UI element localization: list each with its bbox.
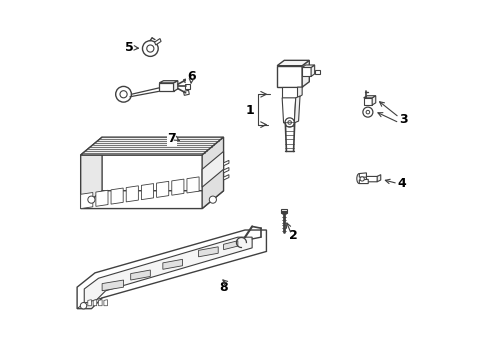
Polygon shape bbox=[364, 96, 376, 98]
Polygon shape bbox=[277, 60, 309, 66]
Circle shape bbox=[143, 41, 158, 57]
Polygon shape bbox=[155, 39, 161, 45]
Circle shape bbox=[366, 111, 369, 114]
Circle shape bbox=[88, 196, 95, 203]
Polygon shape bbox=[372, 96, 376, 105]
Polygon shape bbox=[131, 270, 150, 280]
Polygon shape bbox=[302, 67, 311, 76]
Polygon shape bbox=[198, 247, 218, 257]
Text: 7: 7 bbox=[168, 132, 176, 145]
Polygon shape bbox=[187, 177, 199, 193]
Polygon shape bbox=[282, 98, 296, 123]
Polygon shape bbox=[98, 300, 102, 306]
Polygon shape bbox=[77, 298, 102, 309]
Polygon shape bbox=[77, 230, 267, 309]
Polygon shape bbox=[157, 181, 169, 197]
Polygon shape bbox=[311, 65, 315, 76]
Text: 2: 2 bbox=[289, 229, 297, 242]
Bar bbox=[281, 209, 287, 213]
Polygon shape bbox=[104, 300, 107, 306]
Polygon shape bbox=[159, 83, 173, 91]
Polygon shape bbox=[159, 81, 178, 83]
Polygon shape bbox=[364, 98, 372, 105]
Polygon shape bbox=[277, 66, 302, 87]
Text: 3: 3 bbox=[400, 113, 408, 126]
Polygon shape bbox=[84, 237, 252, 303]
Polygon shape bbox=[81, 137, 102, 208]
Circle shape bbox=[363, 107, 373, 117]
Polygon shape bbox=[184, 90, 189, 95]
Polygon shape bbox=[359, 179, 368, 184]
Circle shape bbox=[116, 86, 131, 102]
Polygon shape bbox=[96, 190, 108, 206]
Polygon shape bbox=[111, 188, 123, 204]
Polygon shape bbox=[172, 179, 184, 195]
Polygon shape bbox=[223, 160, 229, 166]
Polygon shape bbox=[202, 152, 223, 187]
Polygon shape bbox=[81, 137, 223, 155]
Polygon shape bbox=[93, 300, 97, 306]
Text: 4: 4 bbox=[398, 177, 407, 190]
Polygon shape bbox=[184, 78, 189, 82]
Circle shape bbox=[209, 196, 217, 203]
Polygon shape bbox=[81, 193, 93, 208]
Polygon shape bbox=[102, 280, 123, 291]
Polygon shape bbox=[377, 175, 381, 182]
Polygon shape bbox=[202, 137, 223, 208]
Polygon shape bbox=[302, 60, 309, 87]
Circle shape bbox=[288, 121, 292, 124]
Circle shape bbox=[120, 91, 127, 98]
Polygon shape bbox=[88, 300, 92, 306]
Polygon shape bbox=[359, 173, 367, 177]
Polygon shape bbox=[142, 184, 153, 200]
Polygon shape bbox=[297, 87, 302, 98]
Circle shape bbox=[147, 45, 154, 52]
Polygon shape bbox=[173, 81, 178, 91]
Polygon shape bbox=[367, 176, 378, 182]
Circle shape bbox=[360, 177, 364, 181]
Text: 1: 1 bbox=[246, 104, 255, 117]
Polygon shape bbox=[223, 175, 229, 180]
Polygon shape bbox=[223, 167, 229, 173]
Polygon shape bbox=[185, 84, 190, 89]
Text: 8: 8 bbox=[219, 281, 228, 294]
Polygon shape bbox=[294, 96, 300, 123]
Polygon shape bbox=[282, 87, 297, 98]
Circle shape bbox=[80, 302, 87, 309]
Text: 5: 5 bbox=[124, 41, 133, 54]
Polygon shape bbox=[315, 70, 320, 74]
Text: 6: 6 bbox=[187, 70, 196, 83]
Polygon shape bbox=[81, 191, 223, 208]
Circle shape bbox=[285, 118, 294, 127]
Polygon shape bbox=[223, 241, 238, 249]
Polygon shape bbox=[302, 65, 315, 67]
Polygon shape bbox=[126, 186, 138, 202]
Polygon shape bbox=[163, 259, 182, 269]
